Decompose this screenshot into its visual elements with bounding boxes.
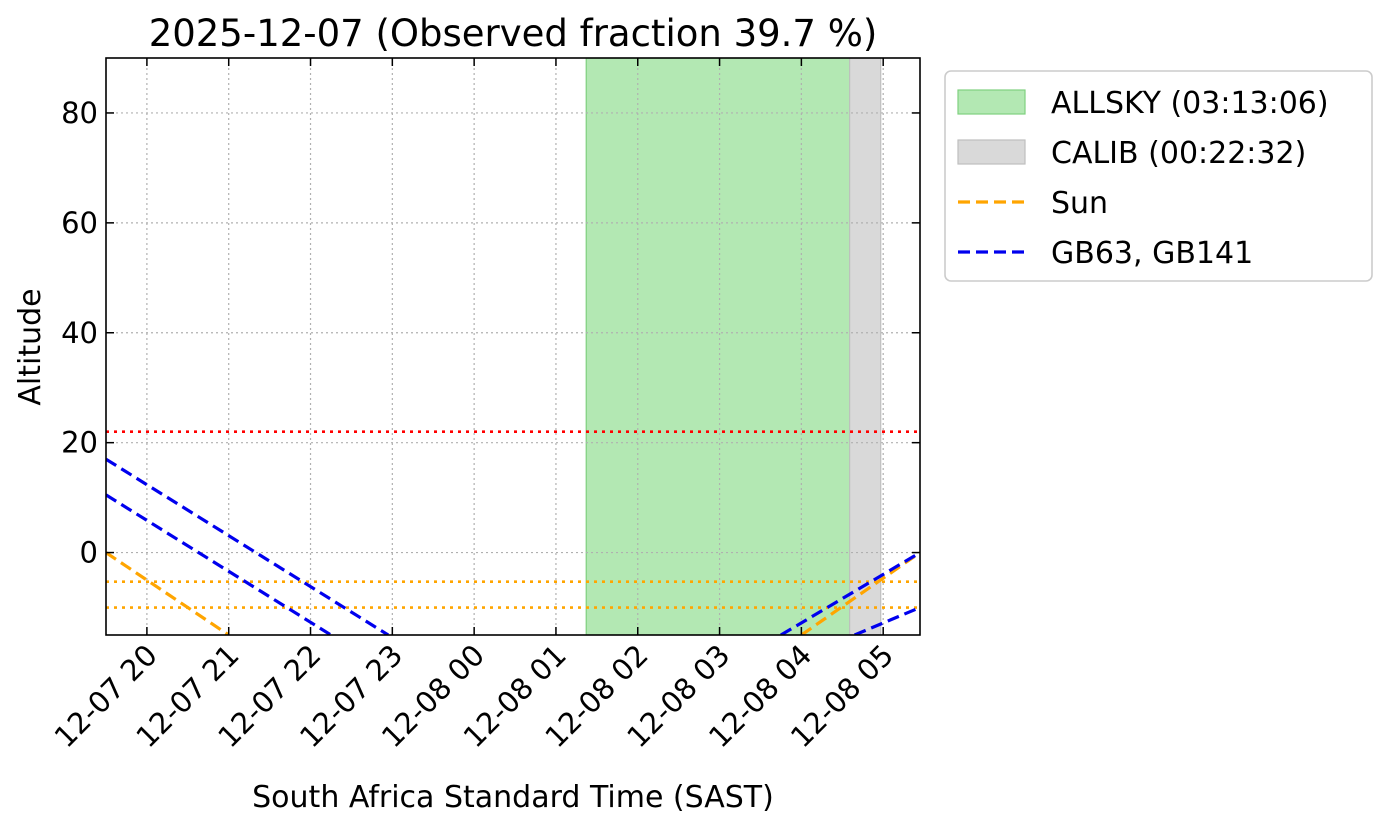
plot-frame: [105, 57, 921, 636]
y-tick-label-3: 60: [61, 206, 98, 240]
legend-label-0: ALLSKY (03:13:06): [1051, 86, 1329, 121]
spans-layer: [585, 58, 882, 635]
legend-items: ALLSKY (03:13:06) CALIB (00:22:32) Sun GB63…: [957, 86, 1329, 271]
chart-title: 2025-12-07 (Observed fraction 39.7 %): [149, 12, 878, 55]
y-axis-label: Altitude: [13, 288, 48, 405]
legend-swatch-0: [957, 89, 1026, 115]
series-1-segment-1: [780, 551, 920, 635]
legend-swatch-1: [957, 139, 1026, 165]
series-0-segment-0: [106, 551, 230, 635]
y-tick-label-2: 40: [61, 316, 98, 350]
legend-label-1: CALIB (00:22:32): [1051, 136, 1306, 171]
series-2-segment-1: [853, 606, 920, 635]
series-layer: [106, 457, 920, 635]
series-0-segment-1: [800, 551, 920, 635]
legend-label-2: Sun: [1051, 186, 1108, 221]
series-2-segment-0: [106, 493, 332, 635]
series-1-segment-0: [106, 457, 390, 635]
y-tick-label-4: 80: [61, 96, 98, 130]
span-0: [585, 58, 851, 635]
legend-frame: [944, 70, 1373, 282]
legend: ALLSKY (03:13:06) CALIB (00:22:32) Sun GB63…: [944, 70, 1373, 282]
x-axis-label: South Africa Standard Time (SAST): [252, 780, 774, 815]
y-tick-label-0: 0: [80, 536, 98, 570]
grid-layer: [106, 58, 920, 635]
legend-label-3: GB63, GB141: [1051, 236, 1253, 271]
y-tick-label-1: 20: [61, 426, 98, 460]
span-1: [849, 58, 882, 635]
